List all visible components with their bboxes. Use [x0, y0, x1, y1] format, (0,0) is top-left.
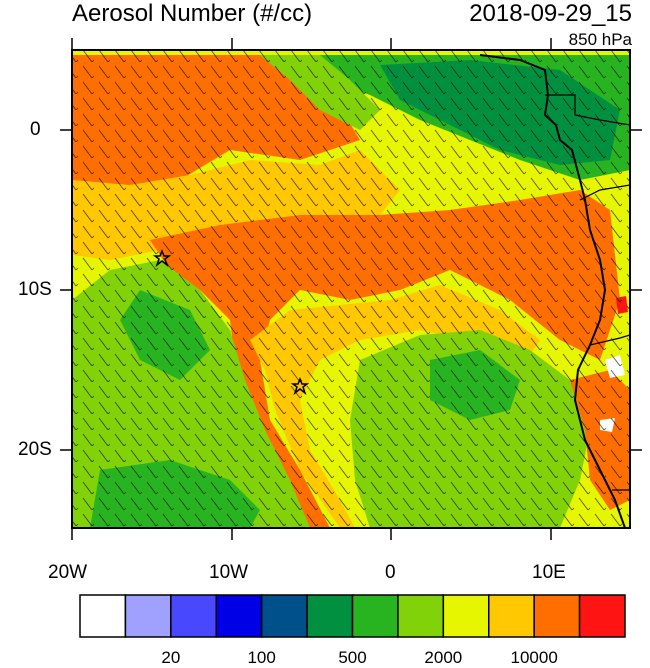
colorbar-swatch [351, 594, 399, 638]
border-3 [589, 334, 630, 346]
lon-label-10w: 10W [209, 562, 249, 583]
border-1 [545, 94, 630, 126]
lat-label-0: 0 [30, 119, 41, 140]
lat-label-10s: 10S [18, 279, 52, 300]
map-frame [71, 49, 631, 529]
pressure-level: 850 hPa [568, 30, 632, 49]
colorbar-swatch [124, 594, 172, 638]
colorbar-swatch [170, 594, 217, 638]
marker-star-2 [290, 376, 310, 396]
marker-star-1 [152, 248, 172, 268]
colorbar-label: 100 [247, 648, 276, 667]
wind-vectors [72, 50, 630, 528]
colorbar-label: 10000 [510, 648, 558, 667]
axis-ticks [60, 38, 642, 540]
lon-label-0: 0 [385, 562, 396, 583]
map-timestamp: 2018-09-29_15 [469, 0, 632, 27]
lon-label-20w: 20W [48, 562, 88, 583]
colorbar-label: 20 [161, 648, 181, 667]
colorbar-swatch [488, 594, 535, 638]
colorbar-swatch [578, 594, 626, 638]
colorbar-swatch [306, 594, 354, 638]
border-2 [579, 184, 630, 201]
colorbar-swatch [442, 594, 490, 638]
lat-label-20s: 20S [18, 439, 52, 460]
map-title: Aerosol Number (#/cc) [72, 0, 313, 27]
coastline [479, 54, 626, 528]
colorbar-swatch [215, 594, 263, 638]
aerosol-field [72, 50, 630, 528]
colorbar-swatch [79, 594, 127, 638]
colorbar-swatch [397, 594, 445, 638]
colorbar-label: 2000 [424, 648, 463, 667]
colorbar-swatch [260, 594, 308, 638]
colorbar-swatch [533, 594, 581, 638]
colorbar [79, 594, 626, 638]
lon-label-10e: 10E [532, 562, 566, 583]
colorbar-label: 500 [338, 648, 367, 667]
